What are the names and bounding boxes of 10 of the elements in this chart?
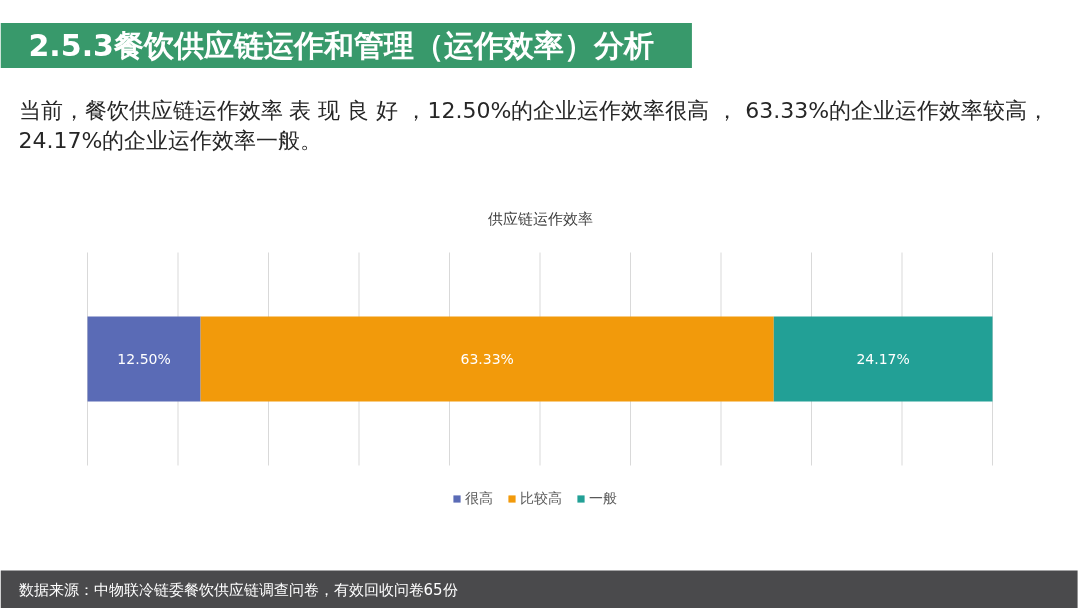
legend-label: 很高 [465, 489, 493, 508]
data-label: 63.33% [460, 351, 514, 367]
text: 2.5.3餐饮供应链运作和管理（运作效率）分析 [28, 28, 654, 63]
source-note: 数据来源：中物联冷链委餐饮供应链调查问卷，有效回收问卷65份 [18, 580, 458, 599]
legend-label: 比较高 [520, 489, 562, 508]
chart-title: 供应链运作效率 [487, 209, 593, 228]
data-label: 24.17% [856, 351, 910, 367]
text: 当前，餐饮供应链运作效率 表 现 良 好 ，12.50%的企业运作效率很高 ， 63.33%的企业运作效率较高，24.17%的企业运作效率一般。 [18, 97, 1050, 153]
data-label: 12.50% [117, 351, 171, 367]
legend-label: 一般 [589, 489, 617, 508]
